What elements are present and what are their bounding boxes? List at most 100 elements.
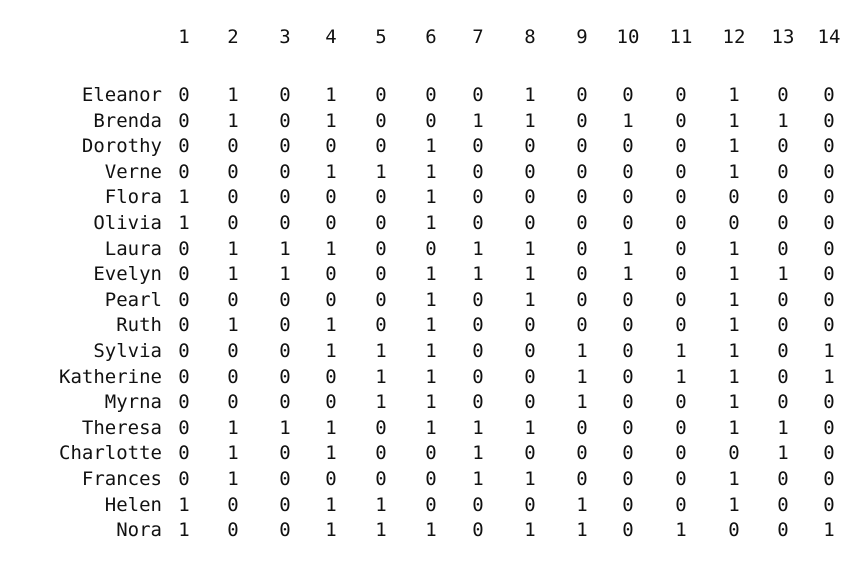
matrix-cell: 1 — [576, 365, 588, 388]
matrix-cell: 0 — [178, 160, 190, 183]
matrix-cell: 0 — [675, 493, 687, 516]
row-label: Myrna — [104, 391, 162, 414]
matrix-cell: 0 — [472, 314, 484, 337]
matrix-cell: 0 — [425, 237, 437, 260]
matrix-cell: 1 — [425, 391, 437, 414]
matrix-cell: 1 — [325, 109, 337, 132]
matrix-cell: 0 — [675, 160, 687, 183]
matrix-cell: 1 — [279, 237, 291, 260]
matrix-cell: 0 — [823, 84, 835, 106]
matrix-cell: 0 — [472, 519, 484, 542]
matrix-cell: 1 — [325, 416, 337, 439]
matrix-cell: 1 — [524, 109, 536, 132]
matrix-cell: 1 — [728, 160, 740, 183]
matrix-cell: 0 — [279, 314, 291, 337]
matrix-cell: 1 — [325, 340, 337, 362]
column-header: 2 — [227, 26, 239, 48]
row-label: Katherine — [59, 365, 162, 388]
matrix-cell: 1 — [728, 135, 740, 158]
matrix-cell: 0 — [622, 288, 634, 311]
row-label: Pearl — [104, 288, 162, 311]
matrix-cell: 1 — [524, 263, 536, 286]
column-header: 14 — [817, 26, 841, 48]
row-label: Verne — [104, 160, 162, 183]
matrix-cell: 0 — [728, 212, 740, 234]
matrix-cell: 0 — [576, 186, 588, 209]
matrix-cell: 0 — [576, 263, 588, 286]
matrix-cell: 0 — [524, 135, 536, 158]
column-header: 4 — [325, 26, 337, 48]
matrix-cell: 1 — [375, 340, 387, 362]
matrix-cell: 0 — [375, 135, 387, 158]
matrix-cell: 0 — [675, 84, 687, 106]
column-header: 13 — [771, 26, 795, 48]
matrix-cell: 1 — [675, 340, 687, 362]
matrix-cell: 0 — [325, 365, 337, 388]
matrix-cell: 0 — [576, 135, 588, 158]
matrix-cell: 1 — [472, 468, 484, 490]
row-label: Eleanor — [81, 84, 162, 106]
matrix-cell: 1 — [576, 340, 588, 362]
matrix-cell: 0 — [472, 288, 484, 311]
matrix-cell: 0 — [728, 186, 740, 209]
matrix-cell: 0 — [425, 442, 437, 465]
matrix-cell: 0 — [178, 314, 190, 337]
matrix-cell: 1 — [375, 160, 387, 183]
matrix-cell: 0 — [178, 263, 190, 286]
matrix-cell: 0 — [622, 135, 634, 158]
matrix-cell: 0 — [524, 160, 536, 183]
matrix-cell: 0 — [576, 84, 588, 106]
matrix-cell: 0 — [279, 519, 291, 542]
row-label: Nora — [116, 519, 162, 542]
matrix-cell: 0 — [375, 314, 387, 337]
matrix-cell: 1 — [823, 519, 835, 542]
matrix-cell: 1 — [728, 84, 740, 106]
row-label: Sylvia — [93, 340, 162, 362]
matrix-cell: 1 — [375, 365, 387, 388]
matrix-cell: 0 — [576, 160, 588, 183]
matrix-cell: 0 — [622, 84, 634, 106]
matrix-cell: 0 — [576, 212, 588, 234]
matrix-cell: 0 — [472, 135, 484, 158]
matrix-cell: 0 — [576, 237, 588, 260]
matrix-cell: 1 — [178, 519, 190, 542]
matrix-cell: 0 — [622, 160, 634, 183]
matrix-cell: 1 — [375, 519, 387, 542]
matrix-cell: 0 — [823, 288, 835, 311]
matrix-cell: 1 — [227, 416, 239, 439]
matrix-cell: 0 — [279, 212, 291, 234]
matrix-cell: 0 — [622, 519, 634, 542]
matrix-cell: 0 — [227, 288, 239, 311]
matrix-cell: 1 — [728, 391, 740, 414]
matrix-cell: 1 — [622, 263, 634, 286]
matrix-cell: 1 — [728, 288, 740, 311]
matrix-cell: 0 — [325, 186, 337, 209]
matrix-cell: 1 — [524, 416, 536, 439]
matrix-cell: 0 — [622, 340, 634, 362]
matrix-cell: 0 — [675, 237, 687, 260]
matrix-cell: 1 — [227, 84, 239, 106]
matrix-cell: 1 — [325, 237, 337, 260]
matrix-cell: 0 — [524, 340, 536, 362]
matrix-cell: 0 — [777, 212, 789, 234]
matrix-cell: 0 — [622, 391, 634, 414]
matrix-cell: 1 — [325, 519, 337, 542]
matrix-cell: 1 — [375, 391, 387, 414]
column-header: 1 — [178, 26, 190, 48]
matrix-cell: 0 — [524, 442, 536, 465]
matrix-cell: 0 — [576, 288, 588, 311]
matrix-cell: 0 — [227, 186, 239, 209]
matrix-cell: 1 — [227, 237, 239, 260]
matrix-cell: 0 — [227, 365, 239, 388]
matrix-cell: 0 — [227, 212, 239, 234]
matrix-cell: 1 — [728, 237, 740, 260]
matrix-cell: 0 — [823, 263, 835, 286]
matrix-cell: 0 — [279, 340, 291, 362]
matrix-cell: 0 — [675, 314, 687, 337]
row-label: Ruth — [116, 314, 162, 337]
row-label: Dorothy — [81, 135, 162, 158]
matrix-cell: 1 — [425, 263, 437, 286]
matrix-cell: 0 — [823, 416, 835, 439]
matrix-cell: 0 — [425, 493, 437, 516]
matrix-cell: 0 — [777, 391, 789, 414]
